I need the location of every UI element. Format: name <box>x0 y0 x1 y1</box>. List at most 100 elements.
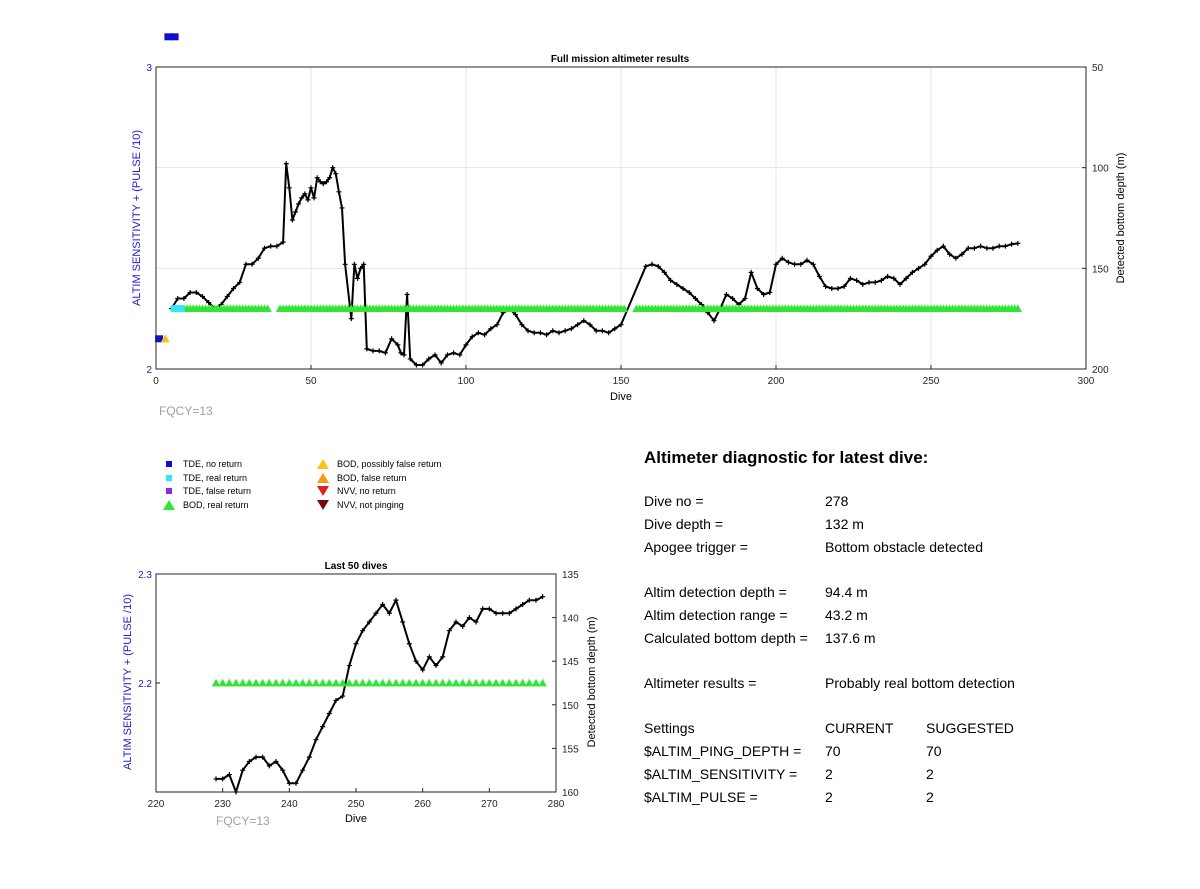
bod-real-return-marker <box>311 678 321 687</box>
depth-point <box>266 763 272 769</box>
depth-point <box>333 171 339 177</box>
altim-depth-value: 94.4 m <box>825 584 868 600</box>
depth-point <box>380 602 386 608</box>
bod-real-return-marker <box>378 678 387 687</box>
x-tick-label: 50 <box>305 376 317 387</box>
depth-point <box>273 758 279 764</box>
depth-point <box>1015 240 1021 246</box>
bod-real-return-marker <box>438 678 447 687</box>
depth-point <box>426 654 432 660</box>
depth-point <box>692 296 698 302</box>
bod-real-return-marker <box>258 678 267 687</box>
bod-real-return-marker <box>218 678 227 687</box>
depth-point <box>612 326 618 332</box>
depth-point <box>324 179 329 185</box>
depth-point <box>353 641 359 647</box>
depth-point <box>308 185 314 191</box>
depth-point <box>531 330 537 336</box>
legend-item: TDE, false return <box>155 485 251 497</box>
depth-point <box>358 265 364 271</box>
depth-point <box>373 610 379 616</box>
x-tick-label: 250 <box>923 376 940 387</box>
depth-point <box>878 277 884 283</box>
depth-point <box>305 197 311 203</box>
settings-header-row: Settings CURRENT SUGGESTED <box>644 717 1164 740</box>
last-50-dives-chart: Last 50 dives 220 230 240 250 260 270 280 2.2 2.… <box>122 561 598 828</box>
depth-point <box>723 292 729 298</box>
bottom-chart-y2label: Detected bottom depth (m) <box>586 617 598 748</box>
depth-point <box>841 283 847 289</box>
top-chart-axes-box <box>155 66 1087 370</box>
bod-real-return-marker <box>445 678 454 687</box>
depth-point <box>293 780 299 786</box>
depth-point <box>767 289 773 295</box>
depth-point <box>463 342 469 348</box>
depth-series-line <box>216 595 544 793</box>
depth-point <box>262 245 267 251</box>
depth-point <box>351 261 357 267</box>
square-legend-icon <box>166 488 172 495</box>
bod-real-return-marker <box>318 678 327 687</box>
dive-no-value: 278 <box>825 493 849 509</box>
bod-real-return-marker <box>265 678 274 687</box>
settings-header: Settings <box>644 720 695 736</box>
legend-item: NVV, not pinging <box>309 499 404 511</box>
legend-item: BOD, possibly false return <box>309 458 442 470</box>
top-chart-ylabel: ALTIM SENSITIVITY + (PULSE /10) <box>131 130 143 306</box>
depth-point <box>400 619 406 625</box>
depth-point <box>280 767 286 773</box>
depth-point <box>606 330 612 336</box>
bod-real-return-marker <box>505 678 514 687</box>
y-tick-label: 3 <box>146 63 152 74</box>
y-tick-label: 2 <box>146 365 152 376</box>
depth-point <box>953 255 959 261</box>
legend-item: BOD, false return <box>309 472 407 484</box>
depth-point <box>686 289 692 295</box>
depth-point <box>897 281 903 287</box>
depth-point <box>816 273 822 279</box>
depth-point <box>280 239 286 245</box>
depth-point <box>376 348 382 354</box>
depth-point <box>289 217 295 223</box>
depth-point <box>286 780 292 786</box>
x-tick-label: 280 <box>548 799 565 810</box>
depth-point <box>730 296 736 302</box>
depth-point <box>537 330 543 336</box>
depth-point <box>742 296 748 302</box>
depth-point <box>680 285 686 291</box>
depth-point <box>996 243 1002 249</box>
depth-point <box>339 205 345 211</box>
depth-point <box>568 326 574 332</box>
depth-point <box>253 754 259 760</box>
y2-tick-label: 135 <box>562 570 579 581</box>
depth-point <box>432 352 438 358</box>
depth-point <box>544 332 550 338</box>
depth-point <box>488 326 494 332</box>
depth-point <box>326 711 332 717</box>
depth-point <box>1002 243 1008 249</box>
bod-real-return-marker <box>538 678 547 687</box>
bod-real-return-marker <box>298 678 307 687</box>
depth-point <box>220 776 226 782</box>
bod-real-return-marker <box>263 304 272 312</box>
depth-point <box>299 195 305 201</box>
legend-label: BOD, possibly false return <box>337 459 442 469</box>
depth-point <box>175 296 181 302</box>
bod-real-return-marker <box>485 678 494 687</box>
bod-real-return-marker <box>491 678 501 687</box>
bod-real-return-marker <box>278 678 287 687</box>
depth-point <box>473 619 479 625</box>
depth-point <box>453 619 459 625</box>
depth-point <box>187 289 193 295</box>
depth-point <box>575 322 581 328</box>
y2-tick-label: 100 <box>1092 164 1109 175</box>
bod-real-return-marker <box>211 678 221 687</box>
bottom-chart-axes-box <box>155 573 557 793</box>
depth-point <box>779 255 785 261</box>
bod-marker <box>160 334 170 343</box>
depth-point <box>469 334 475 340</box>
bod-real-return-marker <box>511 678 521 687</box>
depth-point <box>213 776 219 782</box>
depth-point <box>340 693 346 699</box>
bod-real-return-marker <box>291 678 301 687</box>
